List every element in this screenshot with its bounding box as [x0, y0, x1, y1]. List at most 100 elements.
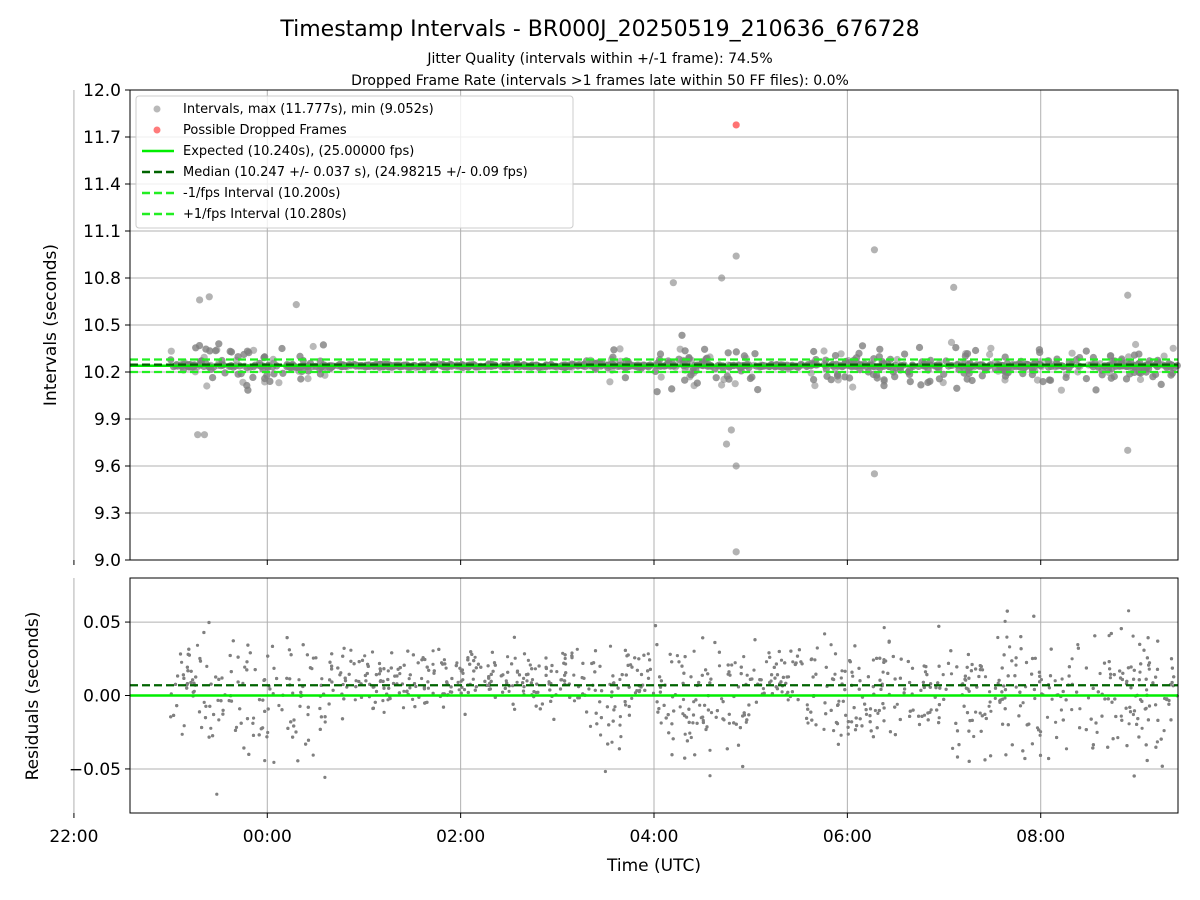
- residual-point: [806, 721, 810, 725]
- interval-point: [987, 344, 995, 352]
- residual-point: [1037, 728, 1041, 732]
- residual-point: [217, 718, 221, 722]
- residual-point: [268, 687, 272, 691]
- residual-point: [363, 654, 367, 658]
- residual-point: [1170, 680, 1174, 685]
- residual-point: [1167, 698, 1171, 703]
- residual-point: [824, 712, 828, 716]
- residual-point: [441, 705, 446, 709]
- residual-point: [1100, 714, 1104, 718]
- interval-point: [1135, 350, 1143, 358]
- residual-point: [1137, 735, 1141, 739]
- residual-point: [796, 698, 800, 702]
- residual-point: [511, 702, 515, 706]
- residual-point: [257, 733, 261, 737]
- residual-point: [898, 676, 903, 680]
- residual-point: [470, 652, 474, 657]
- residual-point: [875, 726, 879, 730]
- residual-point: [1143, 707, 1147, 711]
- legend-marker-dropped: [153, 126, 161, 134]
- interval-point: [701, 345, 709, 353]
- residual-point: [304, 742, 308, 746]
- residual-point: [443, 662, 447, 666]
- interval-point: [810, 376, 818, 384]
- residual-point: [983, 712, 987, 716]
- residual-point: [824, 665, 828, 669]
- interval-point: [849, 383, 857, 391]
- residual-point: [550, 663, 554, 668]
- interval-point: [167, 347, 175, 355]
- residual-point: [646, 652, 650, 656]
- residual-point: [512, 635, 517, 639]
- residual-point: [805, 716, 809, 721]
- residual-point: [239, 721, 243, 725]
- residual-point: [461, 678, 465, 682]
- residual-point: [1091, 743, 1095, 747]
- residual-point: [198, 659, 203, 663]
- residual-point: [1126, 666, 1130, 670]
- residual-point: [474, 666, 478, 670]
- residual-point: [386, 698, 390, 702]
- residual-point: [882, 719, 886, 723]
- residual-point: [694, 698, 698, 702]
- residual-point: [955, 665, 959, 669]
- interval-point: [858, 342, 867, 350]
- residual-point: [967, 759, 971, 764]
- residual-point: [349, 659, 353, 663]
- residual-point: [815, 646, 819, 650]
- residual-point: [691, 721, 695, 725]
- residual-point: [863, 702, 867, 706]
- interval-point: [1157, 380, 1165, 388]
- residual-point: [563, 653, 567, 657]
- residual-point: [510, 684, 515, 688]
- residual-point: [917, 722, 922, 727]
- residual-point: [459, 691, 463, 695]
- residual-point: [263, 759, 267, 763]
- residual-point: [1145, 758, 1149, 763]
- residual-point: [1165, 697, 1169, 701]
- residual-point: [195, 643, 200, 647]
- residual-point: [1014, 685, 1018, 689]
- interval-point: [731, 380, 739, 388]
- residual-point: [934, 686, 938, 690]
- residual-point: [515, 669, 520, 673]
- residual-point: [257, 698, 262, 702]
- residual-point: [280, 708, 284, 712]
- legend-label-median: Median (10.247 +/- 0.037 s), (24.98215 +…: [183, 165, 528, 180]
- legend-label-dropped: Possible Dropped Frames: [183, 123, 347, 138]
- residual-point: [1116, 736, 1120, 740]
- residual-point: [381, 699, 385, 703]
- residual-point: [382, 667, 386, 671]
- residual-point: [774, 662, 779, 666]
- residual-point: [860, 724, 864, 728]
- residual-point: [618, 715, 623, 719]
- residual-point: [853, 644, 857, 648]
- interval-point: [297, 375, 305, 383]
- legend: Intervals, max (11.777s), min (9.052s) P…: [135, 95, 574, 229]
- residual-point: [563, 656, 567, 661]
- residual-point: [709, 677, 713, 681]
- residual-point: [490, 650, 494, 654]
- residual-point: [1032, 614, 1036, 618]
- residual-point: [246, 643, 250, 647]
- residual-point: [882, 626, 886, 630]
- residual-point: [908, 709, 912, 713]
- residual-point: [354, 685, 358, 689]
- residual-point: [761, 687, 766, 691]
- residual-point: [522, 676, 526, 681]
- interval-point: [244, 386, 252, 394]
- interval-point: [1062, 373, 1070, 382]
- residual-point: [311, 753, 315, 757]
- residual-point: [658, 690, 663, 694]
- interval-point: [1130, 368, 1138, 376]
- residual-point: [463, 712, 467, 717]
- residual-point: [624, 673, 628, 677]
- residual-point: [764, 660, 769, 664]
- residual-point: [846, 720, 851, 724]
- residual-point: [301, 643, 305, 647]
- residual-point: [852, 706, 856, 710]
- residual-point: [420, 676, 424, 681]
- residual-point: [563, 673, 567, 677]
- residual-point: [974, 710, 978, 714]
- interval-point: [681, 347, 689, 355]
